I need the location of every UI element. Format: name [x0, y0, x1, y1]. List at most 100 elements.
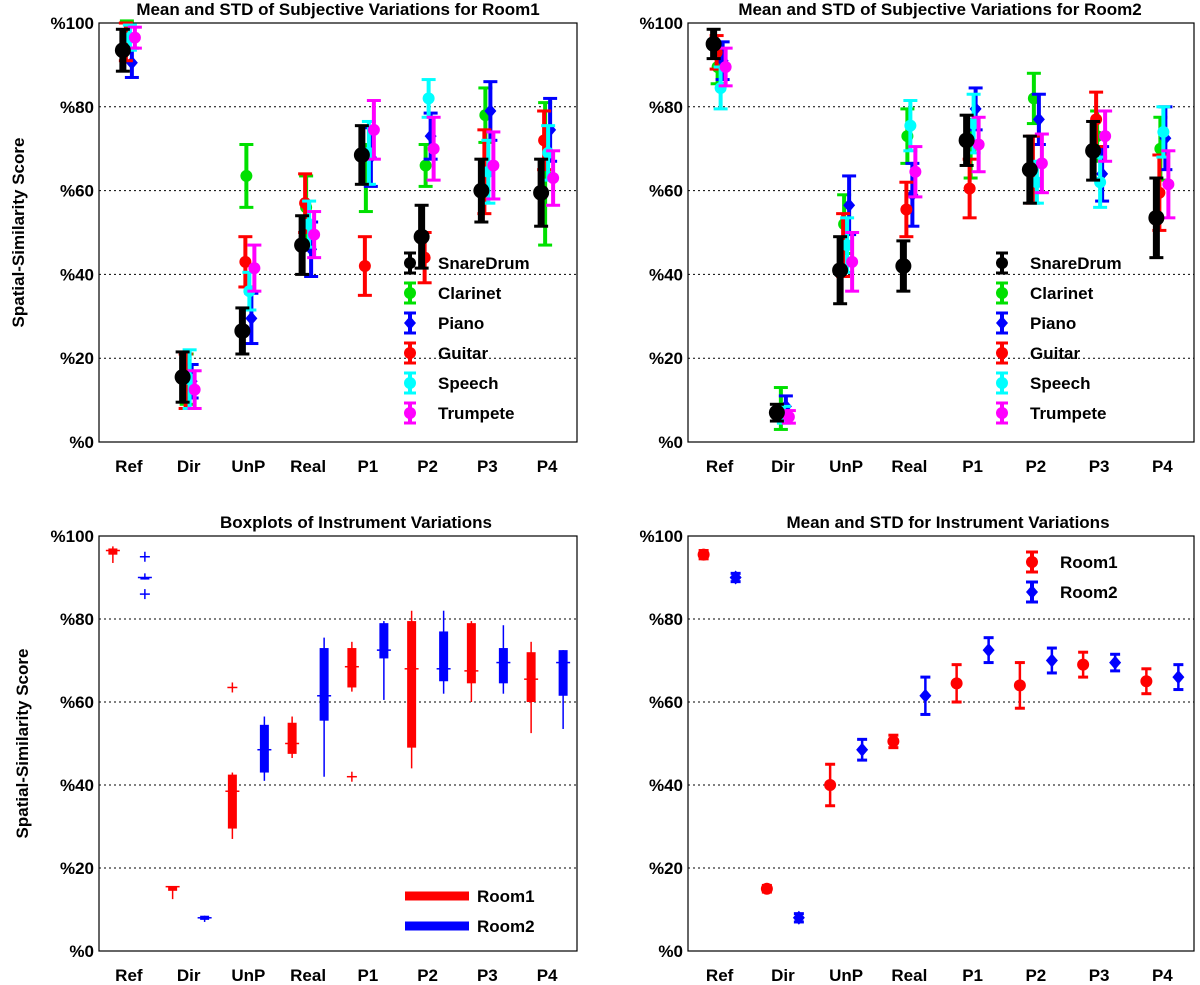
legend-label-speech: Speech [438, 374, 498, 393]
point-room2-p4-marker [1172, 670, 1185, 685]
legend-label-piano: Piano [438, 314, 484, 333]
y-tick-label: %20 [60, 859, 94, 878]
x-tick-label: Real [290, 966, 326, 985]
box-room2-real-body [319, 648, 329, 721]
y-tick-label: %0 [69, 942, 94, 961]
x-tick-label: P2 [1025, 457, 1046, 476]
legend-swatch-snaredrum-marker [996, 257, 1008, 269]
box-room1-p1-body [347, 648, 357, 688]
y-axis-label: Spatial-Similarity Score [13, 649, 32, 839]
y-tick-label: %0 [658, 942, 683, 961]
chart-title: Mean and STD for Instrument Variations [786, 513, 1109, 532]
x-tick-label: P1 [357, 966, 378, 985]
x-tick-label: Dir [771, 457, 795, 476]
x-tick-label: P3 [477, 457, 498, 476]
point-snaredrum-p4-marker [533, 184, 550, 201]
point-trumpete-p1-marker [367, 123, 380, 136]
y-axis-label: Spatial-Similarity Score [9, 138, 28, 328]
y-tick-label: %40 [60, 776, 94, 795]
point-snaredrum-dir-marker [768, 404, 785, 421]
point-speech-p2-marker [422, 92, 435, 105]
y-tick-label: %20 [649, 859, 683, 878]
y-tick-label: %80 [60, 610, 94, 629]
plot-frame [687, 535, 1195, 952]
point-trumpete-unp-marker [248, 262, 261, 275]
legend-swatch-room1-marker [1026, 556, 1038, 568]
legend-swatch-piano-marker [404, 316, 416, 330]
y-tick-label: %60 [649, 182, 683, 201]
x-tick-label: Real [891, 966, 927, 985]
x-tick-label: P3 [1089, 966, 1110, 985]
box-room1-dir-body [168, 886, 178, 891]
x-tick-label: UnP [829, 966, 863, 985]
point-room2-p3-marker [1109, 655, 1122, 670]
box-room2-p3-body [498, 648, 508, 684]
point-trumpete-p2-marker [1035, 157, 1048, 170]
x-tick-label: P1 [962, 966, 983, 985]
y-tick-label: %20 [649, 349, 683, 368]
box-room1-p2-body [407, 621, 417, 748]
x-tick-label: P1 [357, 457, 378, 476]
x-tick-label: UnP [231, 966, 265, 985]
point-speech-p4-marker [1157, 125, 1170, 138]
legend: SnareDrum Clarinet Piano Guitar Speech Trumpe… [404, 251, 530, 425]
x-tick-label: P3 [1089, 457, 1110, 476]
point-room1-p1-marker [950, 677, 963, 690]
legend-label-speech: Speech [1030, 374, 1090, 393]
box-room1-real-body [287, 722, 297, 754]
plot-frame [687, 22, 1195, 443]
x-tick-label: Dir [177, 457, 201, 476]
point-guitar-p1-marker [358, 260, 371, 273]
legend-swatch-trumpete-marker [404, 407, 416, 419]
legend-label-guitar: Guitar [1030, 344, 1080, 363]
box-room2-unp-body [259, 724, 269, 773]
x-tick-label: P2 [1025, 966, 1046, 985]
point-room1-ref-marker [697, 548, 710, 561]
point-trumpete-p4-marker [547, 172, 560, 185]
box-room1-p3-body [466, 623, 476, 684]
point-trumpete-unp-marker [846, 255, 859, 268]
point-room2-ref-marker [729, 570, 742, 585]
y-tick-label: %0 [69, 433, 94, 452]
y-tick-label: %60 [60, 182, 94, 201]
legend-label-clarinet: Clarinet [1030, 284, 1094, 303]
y-tick-label: %60 [60, 693, 94, 712]
y-tick-label: %80 [649, 610, 683, 629]
point-snaredrum-unp-marker [234, 322, 251, 339]
x-tick-label: P1 [962, 457, 983, 476]
x-tick-label: P2 [417, 966, 438, 985]
plot-frame [98, 22, 578, 443]
chart-instrument-mean: Mean and STD for Instrument Variations %0… [640, 513, 1195, 985]
legend: SnareDrum Clarinet Piano Guitar Speech Trumpe… [996, 251, 1122, 425]
x-tick-label: P4 [1152, 966, 1173, 985]
x-tick-label: Dir [177, 966, 201, 985]
y-tick-label: %100 [640, 14, 683, 33]
point-snaredrum-ref-marker [705, 35, 722, 52]
box-room2-p2-body [439, 631, 449, 682]
point-snaredrum-p2-marker [413, 228, 430, 245]
plot-frame [98, 535, 578, 952]
point-room2-real-marker [919, 688, 932, 703]
x-tick-label: UnP [231, 457, 265, 476]
y-tick-label: %100 [640, 527, 683, 546]
point-room1-unp-marker [824, 779, 837, 791]
x-tick-label: P4 [537, 457, 558, 476]
point-trumpete-p2-marker [427, 142, 440, 155]
chart-title: Boxplots of Instrument Variations [220, 513, 492, 532]
legend-label-trumpete: Trumpete [438, 404, 515, 423]
x-tick-label: Real [290, 457, 326, 476]
y-tick-label: %80 [60, 98, 94, 117]
chart-title: Mean and STD of Subjective Variations fo… [136, 0, 539, 19]
x-tick-label: Real [891, 457, 927, 476]
point-trumpete-p3-marker [1099, 130, 1112, 143]
legend-label-snaredrum: SnareDrum [438, 254, 530, 273]
point-guitar-real-marker [900, 203, 913, 216]
point-snaredrum-p1-marker [958, 132, 975, 149]
legend-label-room1: Room1 [477, 887, 535, 906]
chart-room1: Mean and STD of Subjective Variations fo… [9, 0, 578, 476]
point-trumpete-real-marker [308, 228, 321, 241]
point-trumpete-ref-marker [719, 60, 732, 73]
legend-label-trumpete: Trumpete [1030, 404, 1107, 423]
legend-swatch-clarinet-marker [996, 287, 1008, 299]
point-piano-p2-marker [1032, 112, 1045, 127]
